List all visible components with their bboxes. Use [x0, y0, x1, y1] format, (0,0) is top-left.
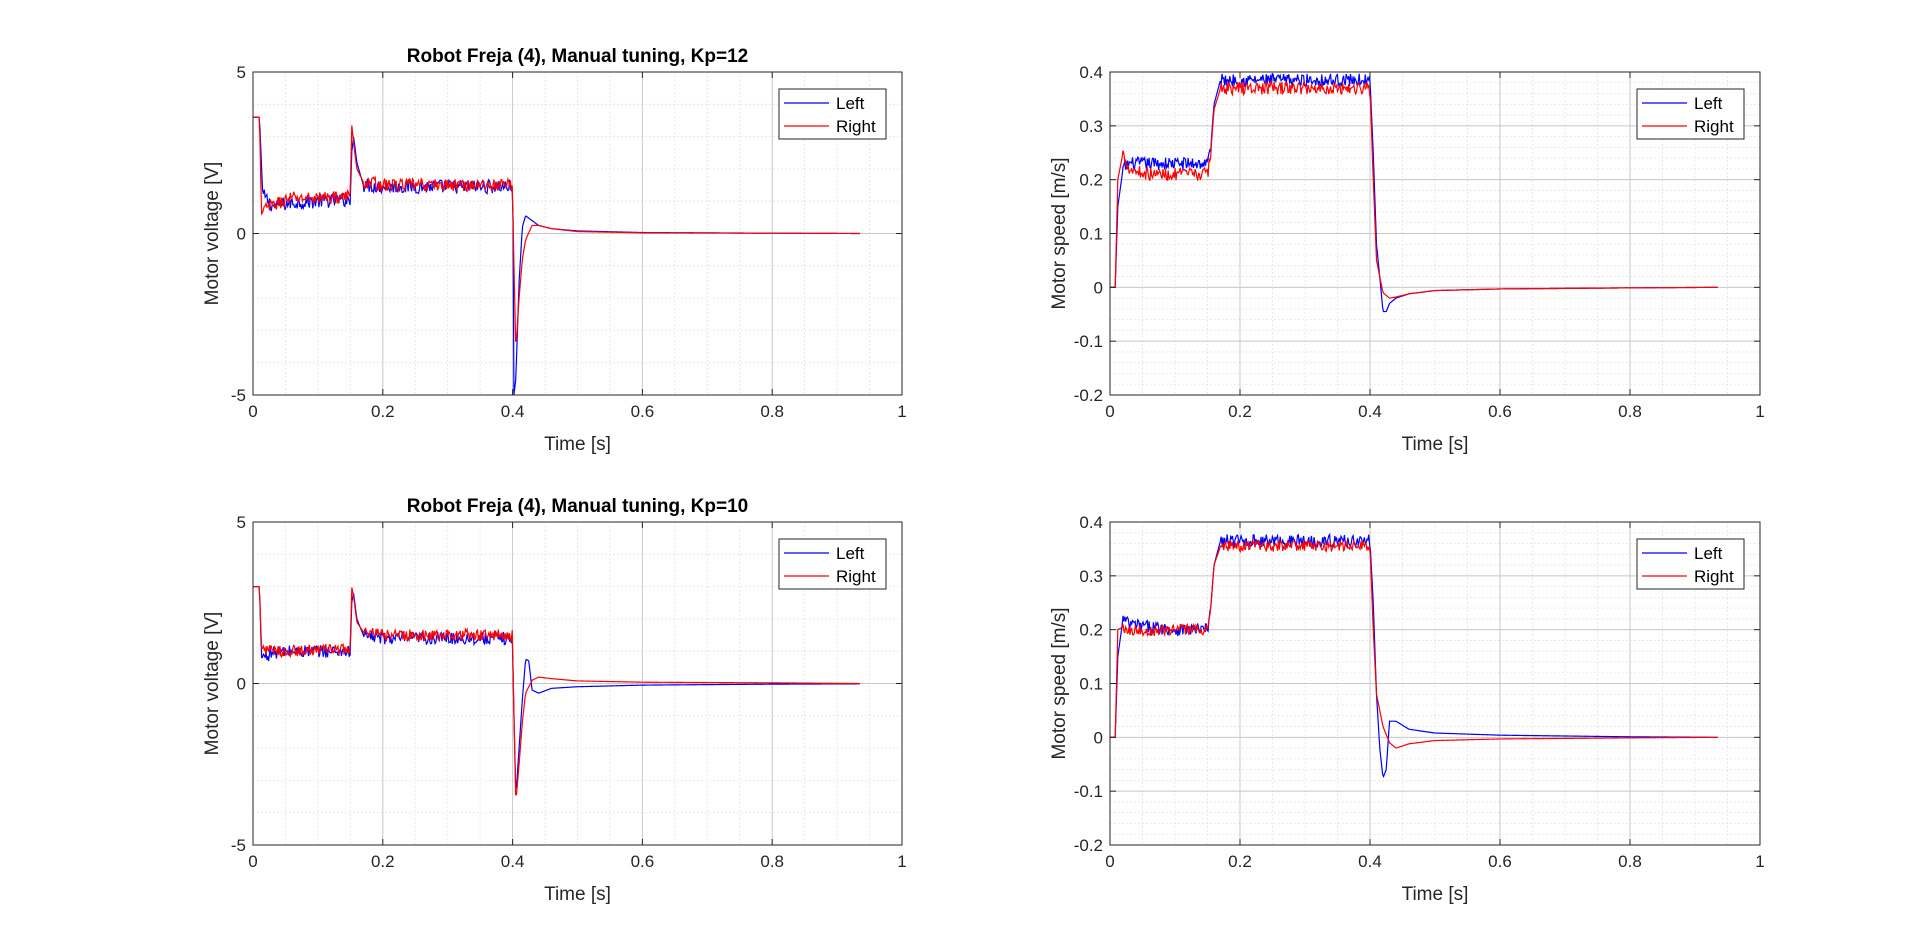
- y-tick-label: 0.3: [1079, 117, 1103, 136]
- legend: Left Right: [1636, 538, 1745, 590]
- legend-box: [1636, 538, 1745, 590]
- chart-panel: 0 0.2 0.4 0.6 0.8 1 -0.2 -0.1 0 0.1 0.2 0.3 0.4 Time …: [1049, 513, 1765, 905]
- y-tick-label: -5: [231, 836, 246, 855]
- x-tick-label: 0.2: [1228, 852, 1252, 871]
- x-tick-label: 0: [1105, 852, 1114, 871]
- y-tick-label: 0: [1094, 278, 1103, 297]
- y-tick-label: 0: [1094, 728, 1103, 747]
- y-tick-label: 0: [237, 675, 246, 694]
- y-tick-label: 0.1: [1079, 675, 1103, 694]
- x-tick-label: 0: [248, 402, 257, 421]
- x-tick-label: 0.8: [1618, 402, 1642, 421]
- x-tick-label: 0.6: [1488, 852, 1512, 871]
- x-tick-label: 1: [1755, 852, 1764, 871]
- y-tick-label: 0: [237, 225, 246, 244]
- legend-box: [778, 538, 887, 590]
- y-tick-label: -0.1: [1074, 782, 1103, 801]
- legend: Left Right: [778, 538, 887, 590]
- y-tick-label: -5: [231, 386, 246, 405]
- x-tick-label: 0.6: [631, 852, 655, 871]
- x-tick-label: 0.4: [1358, 402, 1382, 421]
- chart-panel: 0 0.2 0.4 0.6 0.8 1 -0.2 -0.1 0 0.1 0.2 0.3 0.4 Time …: [1049, 63, 1765, 455]
- legend-box: [1636, 88, 1745, 140]
- x-tick-label: 1: [897, 852, 906, 871]
- y-axis-label: Motor speed [m/s]: [1049, 607, 1070, 759]
- x-tick-label: 0: [1105, 402, 1114, 421]
- chart-title: Robot Freja (4), Manual tuning, Kp=12: [407, 46, 749, 67]
- legend: Left Right: [778, 88, 887, 140]
- y-axis-label: Motor voltage [V]: [202, 162, 223, 306]
- x-tick-label: 0.8: [1618, 852, 1642, 871]
- x-axis-label: Time [s]: [544, 884, 611, 905]
- legend-label-right: Right: [1694, 567, 1734, 586]
- series-line-right: [1110, 539, 1718, 749]
- legend-label-right: Right: [836, 117, 876, 136]
- legend-label-right: Right: [1694, 117, 1734, 136]
- y-tick-label: -0.1: [1074, 332, 1103, 351]
- x-tick-label: 0.2: [371, 852, 395, 871]
- x-tick-label: 0.6: [631, 402, 655, 421]
- chart-title: Robot Freja (4), Manual tuning, Kp=10: [407, 496, 749, 517]
- x-tick-label: 0.2: [371, 402, 395, 421]
- x-tick-label: 0.6: [1488, 402, 1512, 421]
- y-tick-label: 0.2: [1079, 171, 1103, 190]
- x-tick-label: 0.2: [1228, 402, 1252, 421]
- y-tick-label: 5: [237, 63, 246, 82]
- y-tick-label: -0.2: [1074, 836, 1103, 855]
- y-tick-label: 0.2: [1079, 621, 1103, 640]
- x-axis-label: Time [s]: [544, 434, 611, 455]
- legend-label-right: Right: [836, 567, 876, 586]
- x-tick-label: 0.4: [1358, 852, 1382, 871]
- y-tick-label: -0.2: [1074, 386, 1103, 405]
- legend-label-left: Left: [836, 94, 865, 113]
- legend-label-left: Left: [1694, 544, 1723, 563]
- x-tick-label: 0.8: [760, 852, 784, 871]
- y-tick-label: 0.1: [1079, 225, 1103, 244]
- legend-label-left: Left: [1694, 94, 1723, 113]
- series-line-right: [253, 585, 860, 796]
- y-axis-label: Motor voltage [V]: [202, 612, 223, 756]
- x-tick-label: 1: [1755, 402, 1764, 421]
- series-line-right: [253, 116, 860, 342]
- x-axis-label: Time [s]: [1402, 434, 1469, 455]
- legend: Left Right: [1636, 88, 1745, 140]
- x-tick-label: 0: [248, 852, 257, 871]
- legend-box: [778, 88, 887, 140]
- y-tick-label: 0.3: [1079, 567, 1103, 586]
- y-tick-label: 0.4: [1079, 63, 1103, 82]
- y-tick-label: 5: [237, 513, 246, 532]
- legend-label-left: Left: [836, 544, 865, 563]
- x-tick-label: 0.4: [501, 402, 525, 421]
- x-tick-label: 0.8: [760, 402, 784, 421]
- series-line-right: [1110, 79, 1718, 299]
- x-tick-label: 1: [897, 402, 906, 421]
- y-axis-label: Motor speed [m/s]: [1049, 157, 1070, 309]
- x-axis-label: Time [s]: [1402, 884, 1469, 905]
- y-tick-label: 0.4: [1079, 513, 1103, 532]
- x-tick-label: 0.4: [501, 852, 525, 871]
